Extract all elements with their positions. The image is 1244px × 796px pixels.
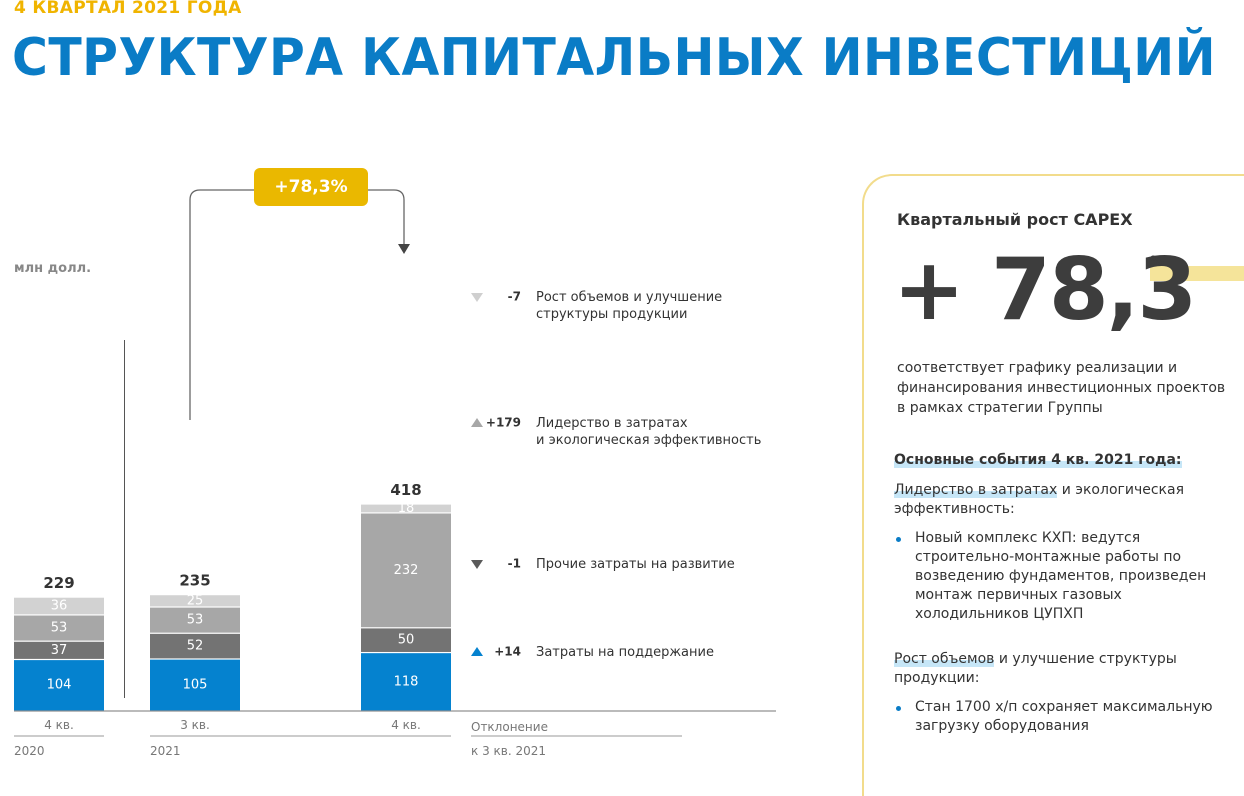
bar-segment-label: 25 [187,593,204,608]
event-bullet-2: Стан 1700 х/п сохраняет максимальную заг… [915,699,1213,734]
bar-segment-label: 53 [187,613,204,628]
bar-segment-label: 118 [394,674,419,689]
bar-segment [14,597,104,615]
deviation-label: структуры продукции [536,307,687,322]
bar-segment [150,595,240,607]
event-category-1: Лидерство в затратах и экологическая эфф… [894,481,1234,519]
panel-title: Квартальный рост CAPEX [897,210,1133,229]
bar-segment-label: 104 [47,678,72,693]
deviation-header: Отклонение [471,720,548,734]
unit-label: млн долл. [14,261,92,276]
bar-segment-label: 37 [51,643,68,658]
category-label: 4 кв. [391,718,421,732]
bar-segment [361,628,451,652]
bar-segment-label: 232 [394,563,419,578]
deviation-value: -7 [508,290,521,304]
deviation-label: Прочие затраты на развитие [536,557,735,572]
bar-segment [14,660,104,711]
bar-total-label: 229 [43,574,74,592]
triangle-up-icon [471,647,483,656]
bar-segment-label: 50 [398,633,415,648]
year-label: 2020 [14,744,45,758]
growth-connector-left [189,189,254,420]
report-period: 4 КВАРТАЛ 2021 ГОДА [14,0,242,18]
bar-segment [361,653,451,711]
events-title: Основные события 4 кв. 2021 года: [894,452,1182,468]
deviation-value: -1 [508,557,521,571]
event-bullet-1: Новый комплекс КХП: ведутся строительно-… [915,530,1207,622]
bar-segment-label: 105 [183,678,208,693]
bar-segment [150,633,240,659]
page-title: СТРУКТУРА КАПИТАЛЬНЫХ ИНВЕСТИЦИЙ [12,28,1217,88]
deviation-label: Рост объемов и улучшение [536,290,722,305]
bullet-dot-1 [896,537,901,542]
growth-connector-right [368,189,405,244]
bar-segment-label: 18 [398,501,415,516]
bar-total-label: 235 [179,572,210,590]
bar-segment [361,513,451,628]
deviation-label: Лидерство в затратах [536,416,688,431]
event-category-2: Рост объемов и улучшение структуры проду… [894,650,1234,688]
bullet-dot-2 [896,706,901,711]
deviation-value: +179 [486,416,521,430]
bar-segment-label: 53 [51,621,68,636]
year-label: 2021 [150,744,181,758]
triangle-down-icon [471,293,483,302]
bar-total-label: 418 [390,481,421,499]
growth-badge: +78,3% [254,168,368,206]
event-category-2-highlight: Рост объемов [894,651,995,667]
deviation-label: Затраты на поддержание [536,645,714,660]
capex-stacked-bar-chart: 104 37 53 36 229 4 кв. 105 52 53 25 235 3 кв. 118 50 2… [14,189,776,758]
deviation-label: и экологическая эффективность [536,433,761,448]
bar-segment [14,615,104,641]
capex-panel [862,174,1244,796]
big-growth-value: + 78,3 [893,240,1197,340]
event-category-2-rest: и улучшение структуры продукции: [894,651,1177,686]
triangle-down-icon [471,560,483,569]
accent-highlight-bar [1150,266,1244,281]
growth-arrowhead [398,244,410,254]
bar-segment-label: 52 [187,639,204,654]
bar-segment [150,659,240,711]
events-title-text: Основные события 4 кв. 2021 года: [894,452,1182,468]
event-category-1-rest: и экологическая эффективность: [894,482,1185,517]
deviation-value: +14 [494,645,521,659]
category-label: 3 кв. [180,718,210,732]
bar-segment [361,504,451,513]
period-divider [124,340,125,698]
bar-segment-label: 36 [51,599,68,614]
big-growth-unit: % [1150,254,1165,270]
category-label: 4 кв. [44,718,74,732]
triangle-up-icon [471,418,483,427]
event-category-1-highlight: Лидерство в затратах [894,482,1058,498]
bar-segment [150,607,240,633]
bar-segment [14,641,104,659]
deviation-header-sub: к 3 кв. 2021 [471,744,546,758]
panel-description: соответствует графику реализации и финан… [897,360,1226,416]
